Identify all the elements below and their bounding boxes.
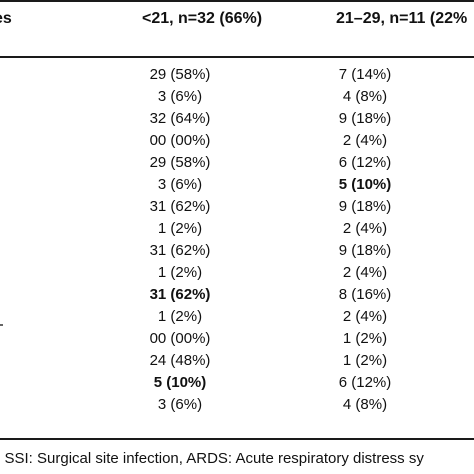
- cell-21-29: 2 (4%): [342, 132, 388, 149]
- cell-under-21: 24 (48%): [149, 352, 211, 369]
- cell-under-21: 3 (6%): [157, 176, 203, 193]
- table-footnote: t, SSI: Surgical site infection, ARDS: A…: [0, 450, 424, 467]
- cell-21-29: 7 (14%): [338, 66, 392, 83]
- table-row: 00 (00%) 2 (4%): [0, 130, 474, 152]
- cell-21-29: 9 (18%): [338, 110, 392, 127]
- table-row: 3 (6%) 4 (8%): [0, 86, 474, 108]
- table-row: 3 (6%) 4 (8%): [0, 394, 474, 416]
- cell-21-29: 1 (2%): [342, 330, 388, 347]
- cell-under-21: 32 (64%): [149, 110, 211, 127]
- table-bottom-rule: [0, 438, 474, 440]
- row-label-fragment: [0, 324, 3, 326]
- table-row: 29 (58%) 7 (14%): [0, 64, 474, 86]
- table-row: 1 (2%) 2 (4%): [0, 262, 474, 284]
- table-row: 3 (6%) 5 (10%): [0, 174, 474, 196]
- cell-under-21: 29 (58%): [149, 154, 211, 171]
- cell-under-21: 29 (58%): [149, 66, 211, 83]
- cell-21-29: 2 (4%): [342, 308, 388, 325]
- cell-under-21: 00 (00%): [149, 132, 211, 149]
- cell-under-21: 3 (6%): [157, 88, 203, 105]
- cell-under-21: 00 (00%): [149, 330, 211, 347]
- cell-under-21: 31 (62%): [149, 286, 211, 303]
- cell-21-29: 2 (4%): [342, 220, 388, 237]
- table-row: 31 (62%) 9 (18%): [0, 240, 474, 262]
- table-top-rule: [0, 0, 474, 2]
- table-row: 31 (62%) 8 (16%): [0, 284, 474, 306]
- cell-21-29: 9 (18%): [338, 198, 392, 215]
- table-row: 31 (62%) 9 (18%): [0, 196, 474, 218]
- cell-21-29: 6 (12%): [338, 374, 392, 391]
- table-row: 32 (64%) 9 (18%): [0, 108, 474, 130]
- cell-21-29: 2 (4%): [342, 264, 388, 281]
- header-cell-under-21: <21, n=32 (66%): [142, 10, 263, 27]
- cell-21-29: 9 (18%): [338, 242, 392, 259]
- cell-21-29: 8 (16%): [338, 286, 392, 303]
- table-row: 1 (2%) 2 (4%): [0, 218, 474, 240]
- table-row: 29 (58%) 6 (12%): [0, 152, 474, 174]
- cell-21-29: 5 (10%): [338, 176, 392, 193]
- cell-under-21: 1 (2%): [157, 264, 203, 281]
- cell-under-21: 1 (2%): [157, 308, 203, 325]
- cell-under-21: 31 (62%): [149, 242, 211, 259]
- table-row: 00 (00%) 1 (2%): [0, 328, 474, 350]
- table-row: 24 (48%) 1 (2%): [0, 350, 474, 372]
- header-cell-21-29: 21–29, n=11 (22%: [336, 10, 468, 27]
- cell-21-29: 4 (8%): [342, 88, 388, 105]
- table-row: 5 (10%) 6 (12%): [0, 372, 474, 394]
- cell-under-21: 5 (10%): [153, 374, 207, 391]
- cell-21-29: 6 (12%): [338, 154, 392, 171]
- cell-21-29: 4 (8%): [342, 396, 388, 413]
- table-body: 29 (58%) 7 (14%) 3 (6%) 4 (8%) 32 (64%) 9 (18…: [0, 64, 474, 416]
- cell-21-29: 1 (2%): [342, 352, 388, 369]
- cell-under-21: 3 (6%): [157, 396, 203, 413]
- cell-under-21: 1 (2%): [157, 220, 203, 237]
- header-bottom-rule: [0, 56, 474, 58]
- header-cell-variables: es: [0, 10, 12, 27]
- cell-under-21: 31 (62%): [149, 198, 211, 215]
- table-row: 1 (2%) 2 (4%): [0, 306, 474, 328]
